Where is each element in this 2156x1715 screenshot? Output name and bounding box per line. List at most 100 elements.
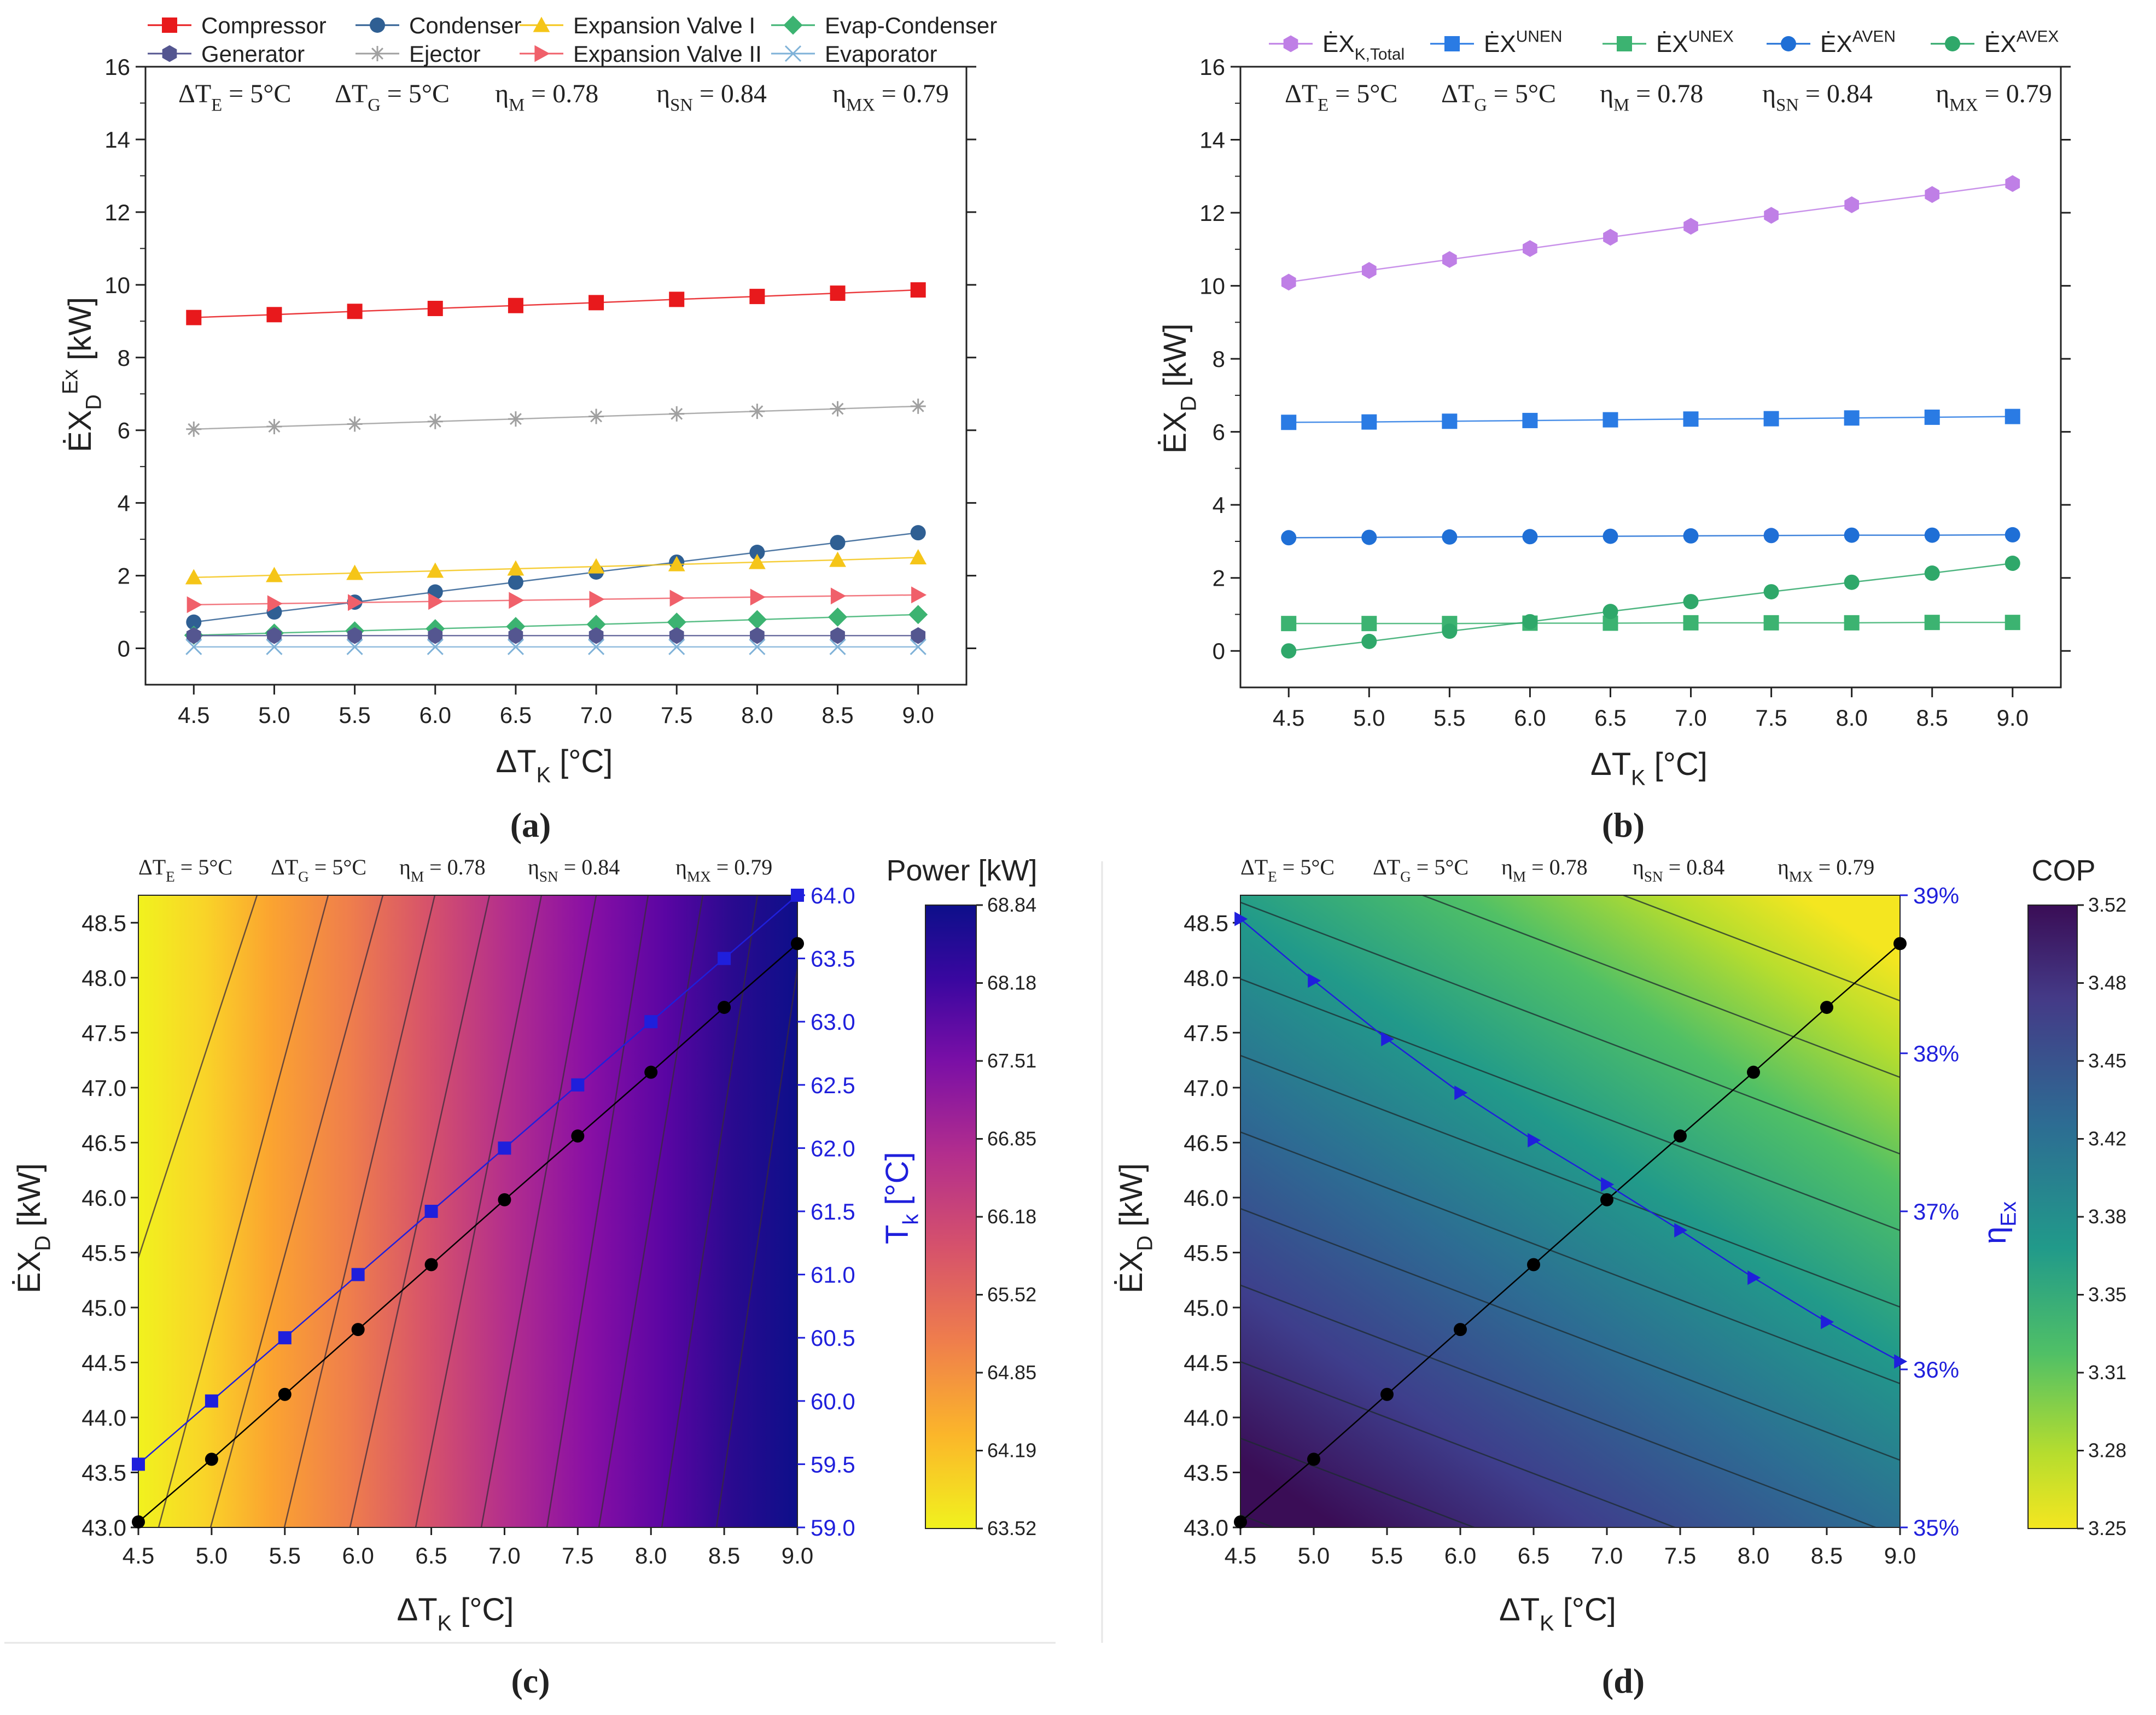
series-ex-avex — [1281, 556, 2020, 659]
x-axis-label-sub: K — [1540, 1612, 1554, 1636]
data-point — [668, 556, 685, 571]
data-point — [1442, 623, 1458, 639]
data-point — [1925, 186, 1940, 203]
data-point — [750, 588, 766, 606]
panel-c-param-2: ηM = 0.78 — [399, 855, 486, 885]
y-tick-label: 48.5 — [81, 910, 126, 936]
colorbar-tick-label: 63.52 — [987, 1517, 1036, 1539]
right-y-tick-label: 36% — [1913, 1357, 1959, 1382]
y-tick-label: 48.0 — [81, 965, 126, 991]
data-point — [586, 615, 606, 634]
data-point-stroke — [188, 423, 200, 435]
right-y-tick-label: 61.0 — [811, 1262, 855, 1288]
colorbar-tick-label: 64.19 — [987, 1439, 1036, 1462]
y-tick-label: 10 — [1199, 273, 1225, 299]
x-tick-label: 6.0 — [419, 702, 451, 728]
contour-line — [1240, 1437, 1476, 1527]
data-point — [1234, 1515, 1247, 1529]
data-point-stroke — [829, 638, 846, 655]
data-point — [748, 553, 766, 569]
y-tick-label: 47.5 — [1184, 1020, 1228, 1046]
panel-c-param-2-main: η — [399, 855, 411, 879]
colorbar-tick-label: 3.45 — [2088, 1049, 2126, 1072]
data-point — [347, 416, 363, 432]
series-ex-unex — [1281, 615, 2020, 632]
y-tick-label: 46.0 — [81, 1185, 126, 1211]
data-point — [750, 627, 765, 644]
right-y-tick-label: 60.5 — [811, 1325, 855, 1351]
data-point — [346, 638, 363, 655]
x-axis-label-main: ΔT — [397, 1592, 438, 1628]
panel-b-param-1-main: ΔT — [1441, 79, 1474, 108]
data-point — [1924, 565, 1940, 581]
panel-c-param-1: ΔTG = 5°C — [271, 855, 366, 885]
panel-b-param-0-unit: = 5°C — [1328, 79, 1397, 108]
contour-line — [1240, 1208, 1900, 1461]
series-generator — [186, 627, 926, 644]
panel-a-param-3-main: η — [656, 79, 670, 108]
panel-d-param-3-sub: SN — [1644, 868, 1663, 885]
data-point — [749, 638, 766, 655]
colorbar-tick-label: 64.85 — [987, 1361, 1036, 1384]
data-point — [1683, 411, 1699, 427]
panel-b-param-1-unit: = 5°C — [1487, 79, 1556, 108]
y-tick-label: 2 — [1213, 565, 1225, 591]
data-point — [908, 605, 928, 625]
data-point — [1281, 530, 1297, 546]
contour-line — [546, 895, 649, 1527]
panel-c-param-0-unit: = 5°C — [175, 855, 232, 879]
panel-label-d: (d) — [1602, 1661, 1645, 1700]
panel-a-param-1-sub: G — [368, 95, 381, 115]
data-point — [427, 301, 443, 317]
x-tick-label: 8.0 — [635, 1543, 667, 1568]
y-tick-label: 8 — [118, 345, 130, 371]
data-point — [1924, 409, 1940, 425]
right-y-axis-label: ηEx — [1977, 1201, 2021, 1244]
data-point — [587, 558, 605, 574]
data-point — [1821, 1315, 1834, 1329]
data-point — [749, 289, 765, 305]
y-tick-label: 2 — [118, 563, 130, 589]
data-point — [509, 592, 525, 609]
panel-a-param-3: ηSN = 0.84 — [656, 79, 767, 115]
y-tick-label: 43.5 — [81, 1460, 126, 1485]
x-tick-label: 6.5 — [1594, 705, 1626, 731]
legend-marker — [1283, 35, 1298, 52]
panel-a-param-1-unit: = 5°C — [381, 79, 450, 108]
y-tick-label: 6 — [118, 418, 130, 444]
series-line — [194, 557, 918, 579]
data-point — [669, 627, 684, 644]
legend-label: Expansion Valve I — [573, 13, 755, 38]
series-line — [194, 594, 918, 606]
panel-d-param-0-unit: = 5°C — [1277, 855, 1335, 879]
data-point — [1603, 528, 1618, 544]
colorbar-tick-label: 66.18 — [987, 1205, 1036, 1228]
legend-label-main: ĖX — [1820, 31, 1852, 57]
colorbar-tick-label: 3.28 — [2088, 1439, 2126, 1462]
series-line — [1289, 562, 2013, 652]
plot-frame — [1239, 66, 2062, 689]
series-condenser — [186, 525, 926, 630]
data-point-stroke — [509, 413, 522, 425]
y-tick-label: 45.0 — [81, 1295, 126, 1321]
panel-c-param-1-main: ΔT — [271, 855, 298, 879]
y-tick-label: 45.5 — [81, 1240, 126, 1265]
series-line — [1289, 416, 2013, 423]
data-point — [571, 1129, 585, 1143]
legend-label: Condenser — [409, 13, 521, 38]
y-tick-label: 10 — [104, 272, 130, 298]
data-point — [1764, 207, 1779, 224]
series-ex-aven — [1281, 527, 2020, 546]
data-point — [644, 1015, 658, 1029]
panel-d-param-1-sub: G — [1400, 868, 1411, 885]
data-point — [830, 285, 846, 301]
chart-panel-d: 43.0 43.5 44.0 44.5 45.0 45.5 46.0 46.5 47.0 47.5… — [1114, 854, 2126, 1636]
data-point — [1454, 1086, 1468, 1100]
data-point-stroke — [185, 638, 202, 655]
series-line — [194, 532, 918, 623]
data-point — [1674, 1129, 1687, 1143]
legend-marker-stroke — [784, 45, 802, 62]
panel-b-param-4-unit: = 0.79 — [1978, 79, 2052, 108]
colorbar-gradient-bar — [925, 905, 977, 1529]
panel-d-param-0-sub: E — [1268, 868, 1277, 885]
